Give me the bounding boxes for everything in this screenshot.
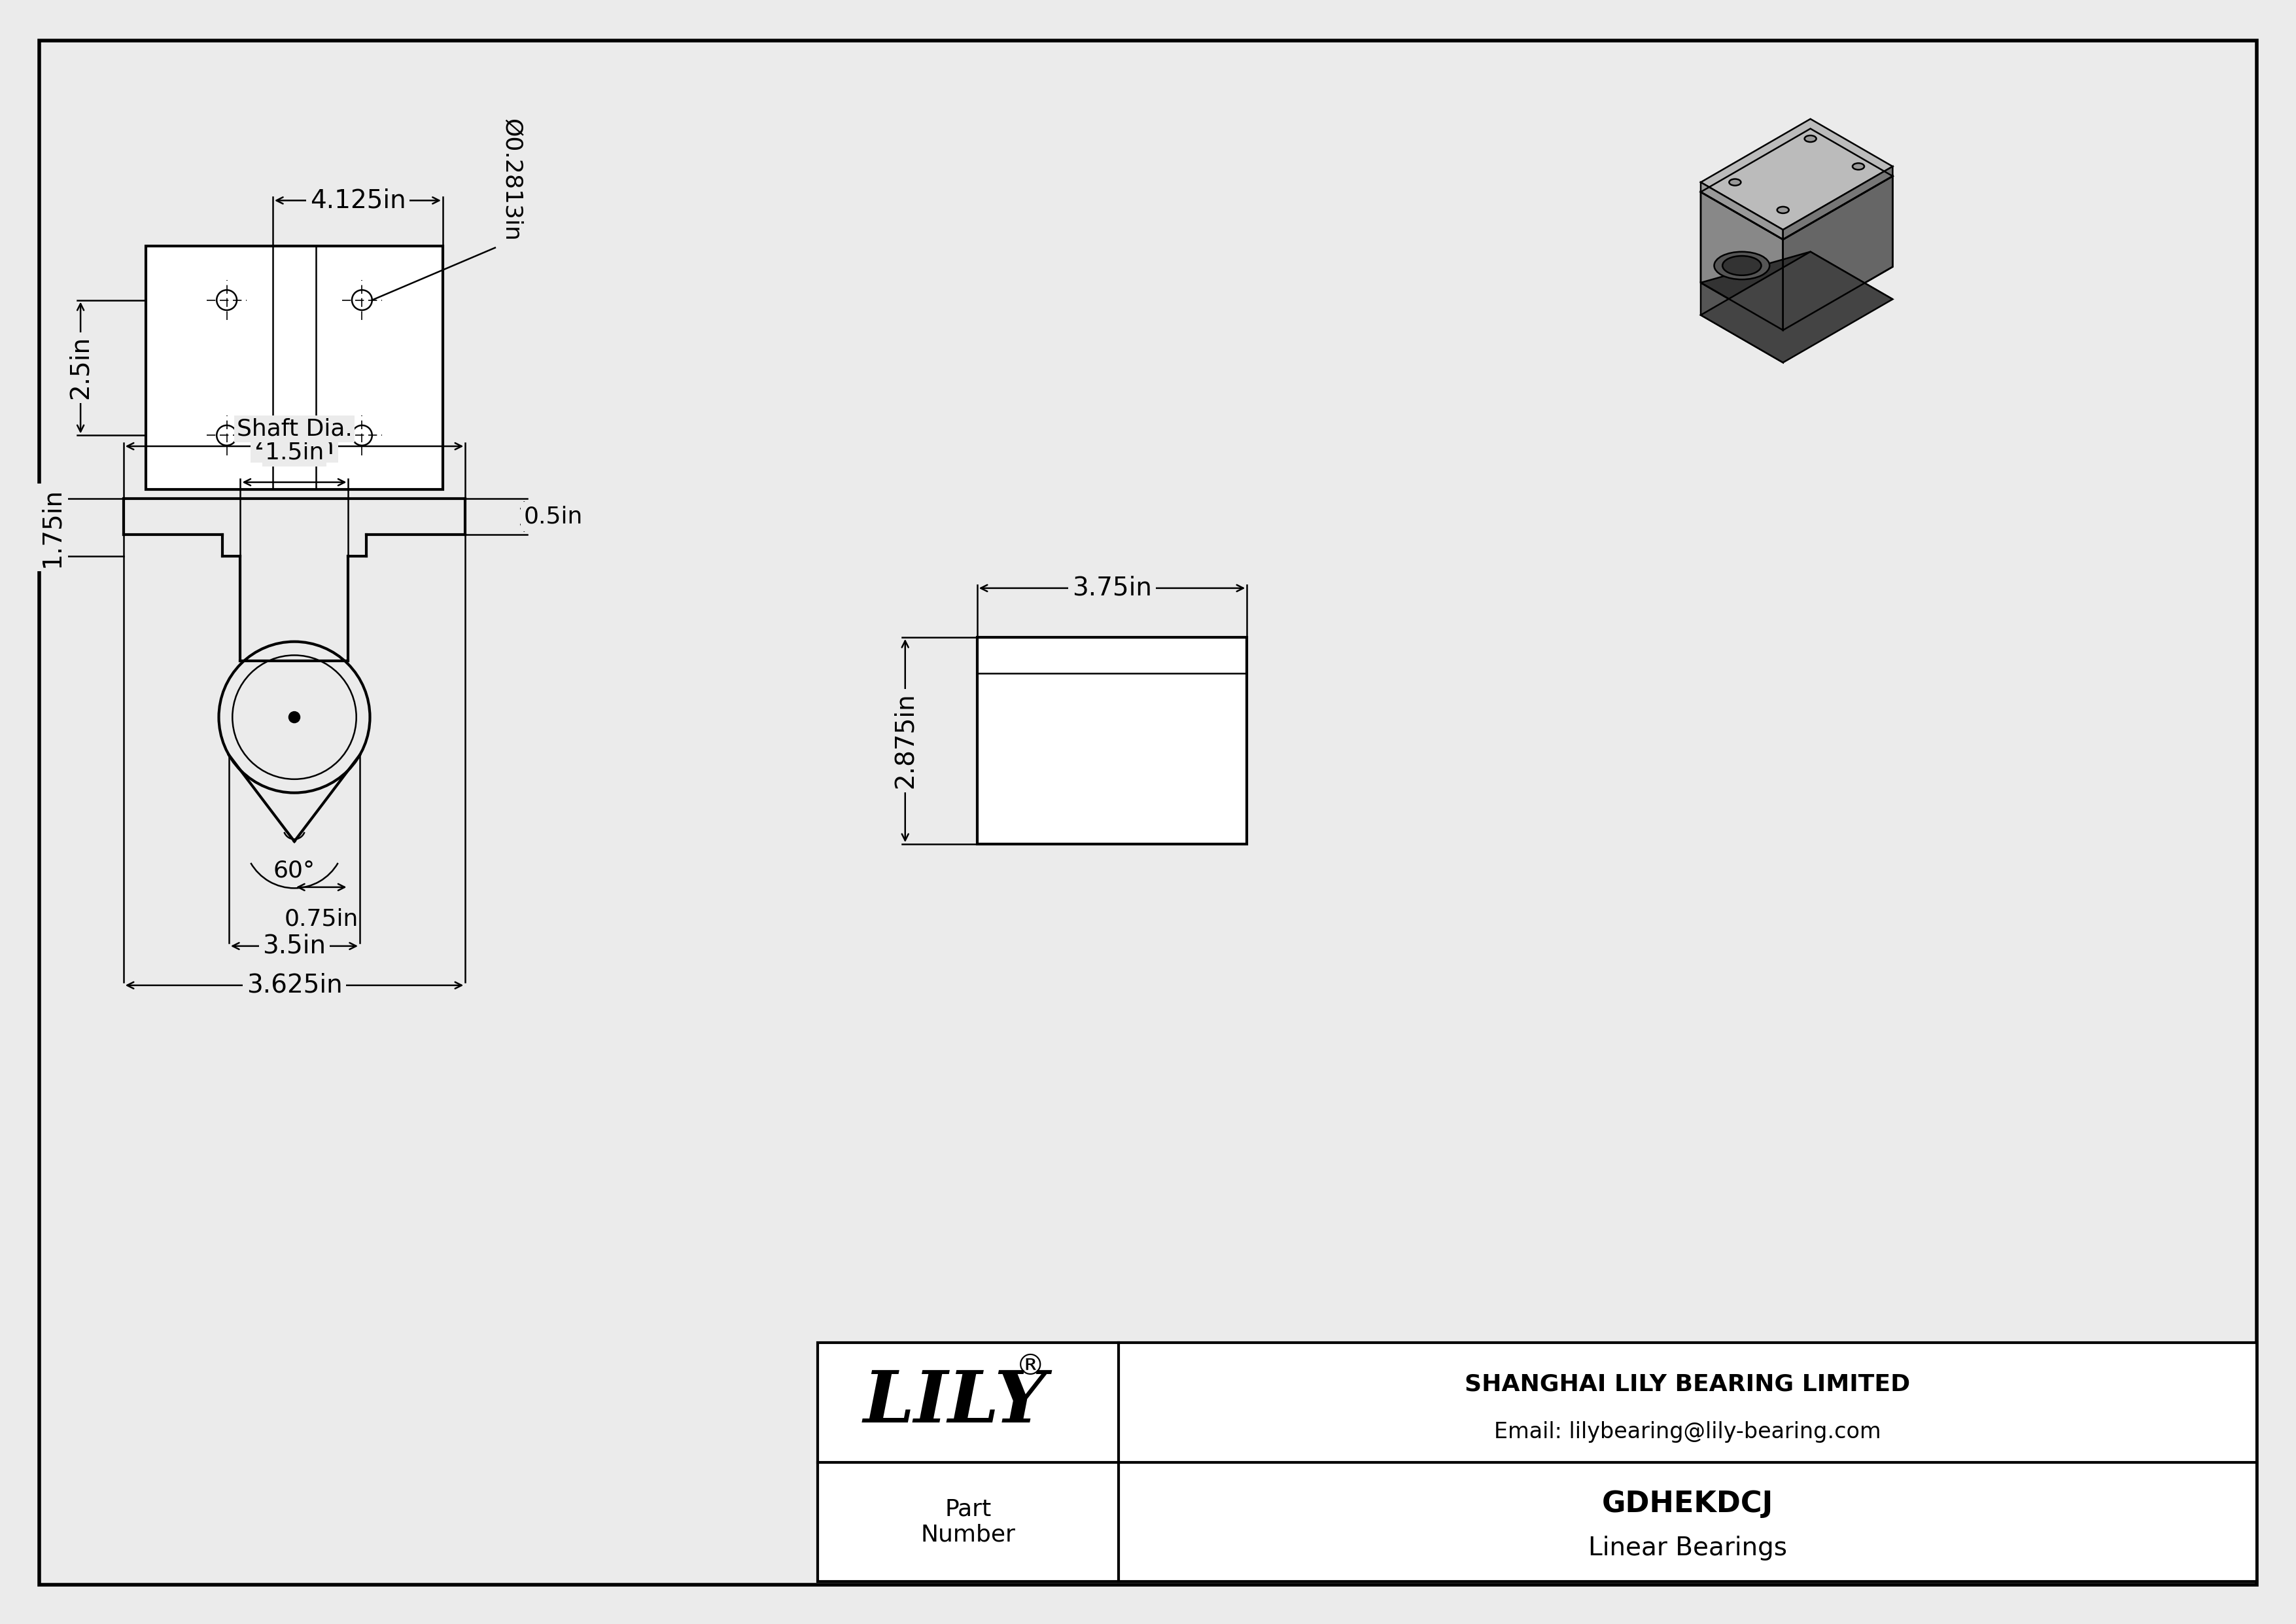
Polygon shape [1784, 175, 1892, 330]
Text: Part
Number: Part Number [921, 1497, 1015, 1546]
Polygon shape [1701, 119, 1892, 229]
Polygon shape [1784, 166, 1892, 239]
Polygon shape [1701, 192, 1784, 330]
Text: 3.625in: 3.625in [246, 973, 342, 997]
Ellipse shape [1729, 179, 1740, 185]
Text: GDHEKDCJ: GDHEKDCJ [1603, 1489, 1773, 1518]
Polygon shape [1701, 283, 1784, 362]
Text: 1.75in: 1.75in [39, 487, 64, 567]
Text: 2.875in: 2.875in [893, 693, 918, 789]
Ellipse shape [1853, 162, 1864, 169]
Text: Email: lilybearing@lily-bearing.com: Email: lilybearing@lily-bearing.com [1495, 1421, 1880, 1444]
Polygon shape [1729, 276, 1756, 315]
Text: 60°: 60° [273, 859, 315, 882]
Polygon shape [1701, 182, 1784, 239]
Text: 2.5in: 2.5in [69, 336, 92, 400]
Text: LILY: LILY [863, 1367, 1047, 1437]
Text: 4.125in: 4.125in [310, 188, 406, 213]
Text: Linear Bearings: Linear Bearings [1589, 1536, 1786, 1561]
Bar [817, 1343, 2257, 1582]
Ellipse shape [1715, 252, 1770, 279]
Polygon shape [1701, 252, 1892, 330]
Text: 0.75in: 0.75in [285, 908, 358, 931]
Text: Ø0.2813in: Ø0.2813in [501, 119, 523, 242]
Ellipse shape [1777, 206, 1789, 213]
Ellipse shape [1722, 257, 1761, 276]
Ellipse shape [1805, 135, 1816, 141]
Polygon shape [1701, 128, 1892, 239]
Circle shape [289, 711, 298, 723]
Bar [978, 637, 1247, 844]
Text: Shaft Dia.: Shaft Dia. [236, 417, 351, 440]
Text: SHANGHAI LILY BEARING LIMITED: SHANGHAI LILY BEARING LIMITED [1465, 1374, 1910, 1395]
Text: 3.75in: 3.75in [1072, 577, 1153, 601]
Text: 0.5in: 0.5in [523, 505, 583, 528]
Text: 1.5in: 1.5in [264, 442, 324, 464]
Text: 4.75in: 4.75in [255, 434, 335, 458]
Text: 3.5in: 3.5in [262, 934, 326, 958]
Text: ®: ® [1015, 1353, 1045, 1380]
Bar [147, 247, 443, 489]
Polygon shape [1701, 252, 1892, 362]
